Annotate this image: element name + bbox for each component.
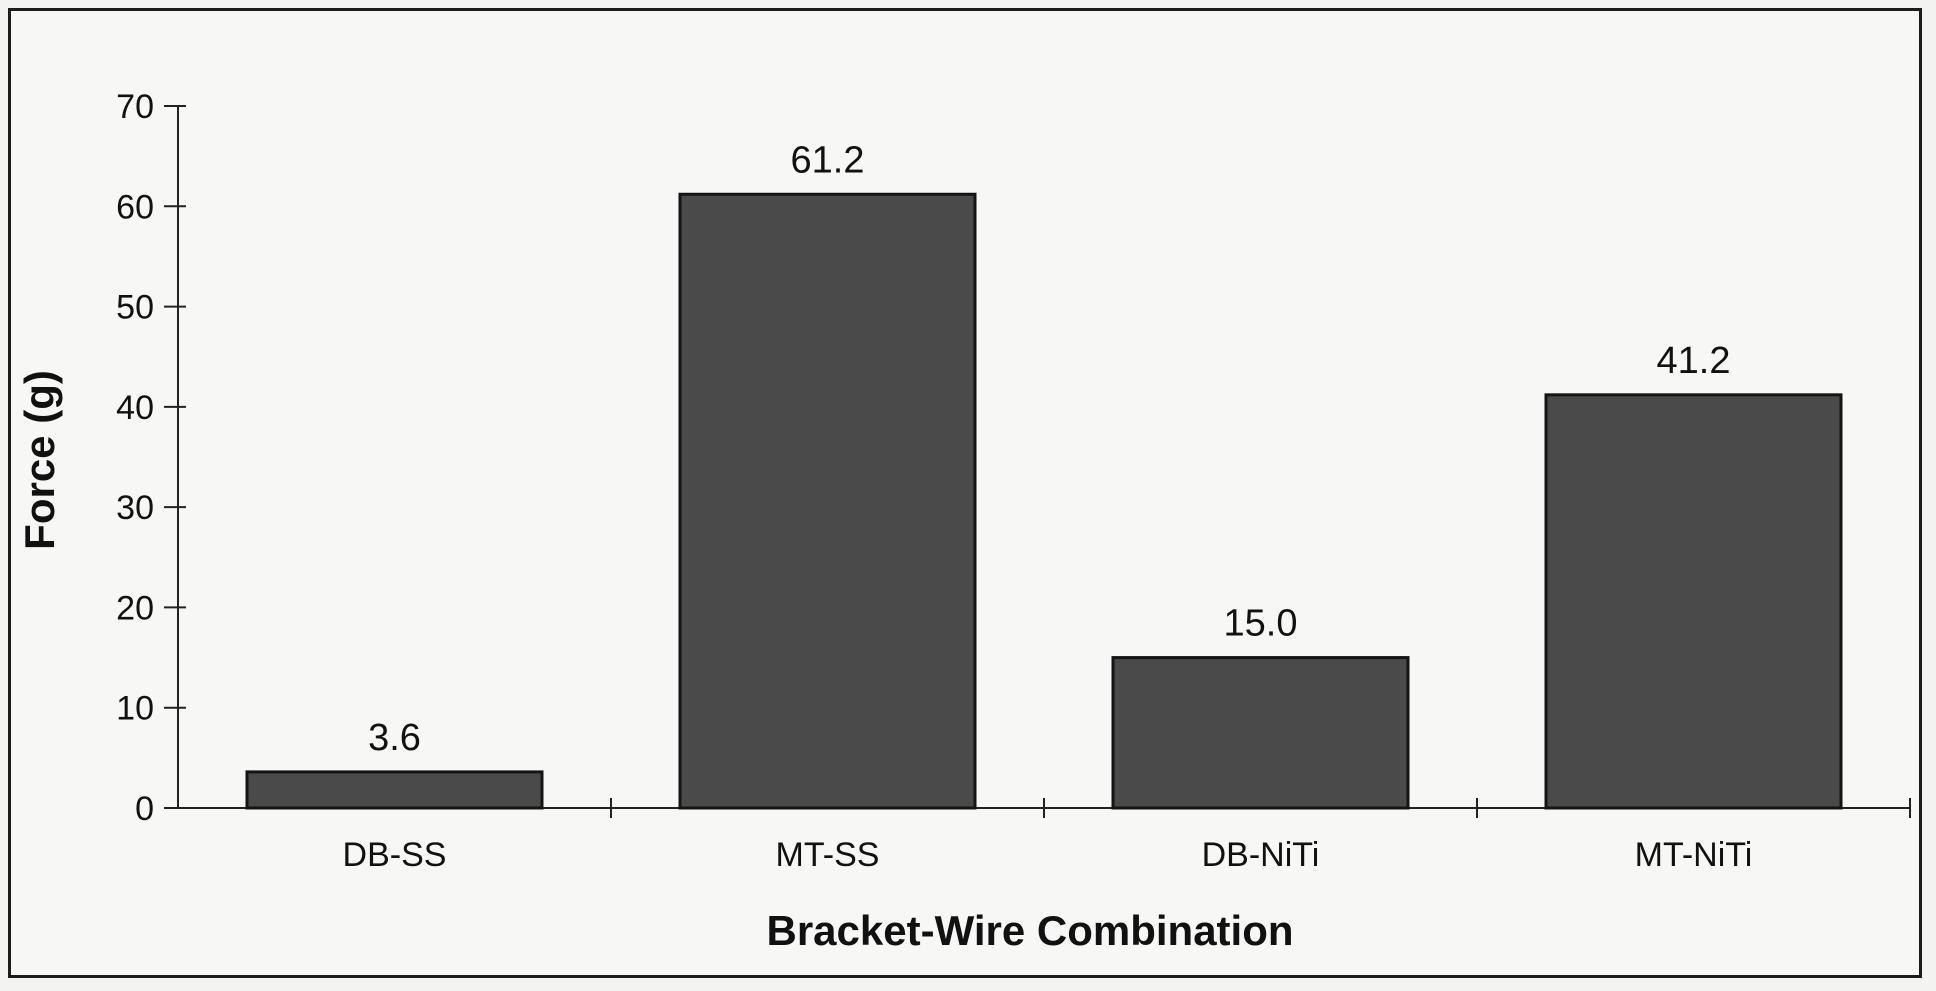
y-tick-label: 50 <box>116 289 154 327</box>
y-tick-label: 40 <box>116 389 154 427</box>
y-tick-label: 60 <box>116 188 154 226</box>
x-tick-label: MT-NiTi <box>1635 836 1753 874</box>
chart-labels: 3.6 DB-SS 61.2 MT-SS 15.0 DB-NiTi 41.2 MT-NiTi <box>343 139 1753 874</box>
chart-bars <box>245 192 1843 810</box>
y-tick-label: 30 <box>116 489 154 527</box>
bar-db-ss <box>245 770 544 810</box>
y-axis-title: Force (g) <box>16 370 63 550</box>
data-label: 61.2 <box>791 139 865 181</box>
x-axis-title: Bracket-Wire Combination <box>766 907 1293 954</box>
data-label: 15.0 <box>1224 603 1298 645</box>
y-tick-label: 10 <box>116 690 154 728</box>
y-tick-label: 20 <box>116 589 154 627</box>
x-tick-label: DB-NiTi <box>1202 836 1320 874</box>
y-tick-label: 70 <box>116 88 154 126</box>
bar-mt-niti <box>1544 393 1843 810</box>
bar-mt-ss <box>678 192 977 810</box>
bar-db-niti <box>1111 656 1410 810</box>
x-tick-label: MT-SS <box>776 836 880 874</box>
y-tick-label: 0 <box>135 790 154 828</box>
data-label: 41.2 <box>1657 340 1731 382</box>
data-label: 3.6 <box>368 717 421 759</box>
x-tick-label: DB-SS <box>343 836 447 874</box>
